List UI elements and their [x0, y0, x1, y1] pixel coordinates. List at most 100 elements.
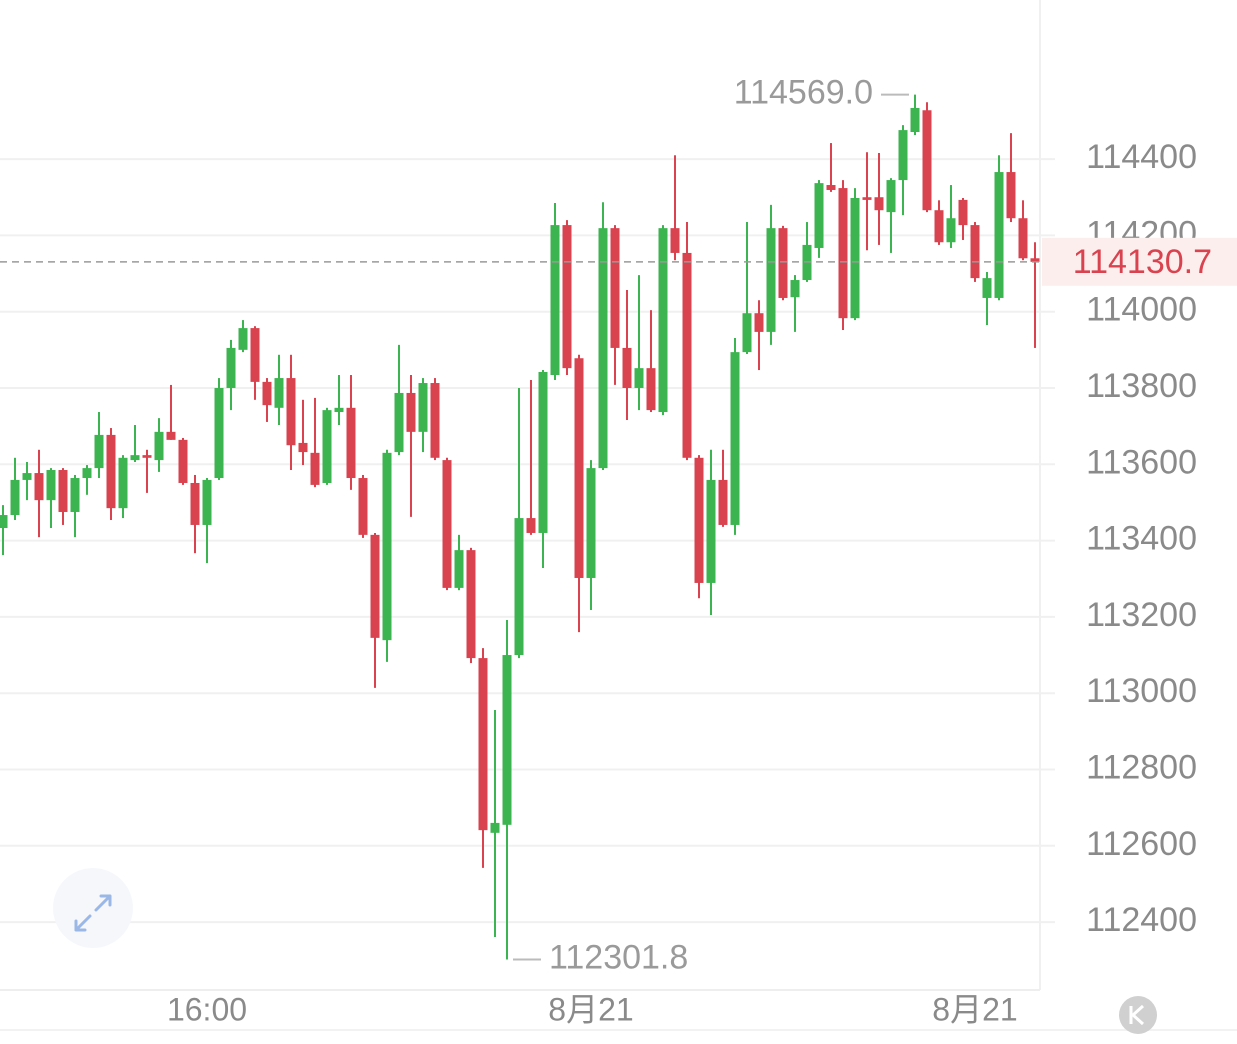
candle-body [298, 442, 308, 453]
candle-body [838, 188, 848, 319]
candle-body [94, 434, 104, 469]
candle-body [442, 460, 452, 588]
candle-body [658, 228, 668, 413]
candle-body [598, 228, 608, 469]
candle-body [730, 352, 740, 525]
candle-body [550, 225, 560, 376]
candle-body [190, 482, 200, 525]
candle-body [406, 392, 416, 432]
y-tick-label: 112400 [1086, 901, 1197, 939]
candle-body [754, 313, 764, 332]
candle-body [526, 518, 536, 533]
candle-body [862, 197, 872, 200]
candle-body [490, 822, 500, 833]
candle-body [946, 218, 956, 243]
candle-body [994, 172, 1004, 298]
expand-bg [53, 868, 133, 948]
candle-body [262, 381, 272, 406]
y-tick-label: 114000 [1086, 291, 1197, 329]
y-tick-label: 112800 [1086, 748, 1197, 786]
candle-body [250, 328, 260, 382]
candle-body [58, 470, 68, 512]
candle-body [310, 452, 320, 485]
candle-body [826, 185, 836, 190]
candle-body [238, 328, 248, 350]
x-tick-label: 8月21 [932, 991, 1017, 1027]
candle-body [0, 515, 8, 528]
k-button[interactable] [1119, 996, 1157, 1034]
candle-body [766, 228, 776, 332]
candle-body [742, 313, 752, 353]
annotation-label: 114569.0 [734, 74, 873, 112]
candle-body [466, 550, 476, 659]
candle-body [682, 252, 692, 458]
k-icon [1129, 1004, 1145, 1026]
candle-body [274, 378, 284, 408]
candle-body [922, 110, 932, 211]
candle-body [958, 199, 968, 226]
candle-body [130, 455, 140, 461]
candle-body [202, 479, 212, 525]
candle-body [874, 197, 884, 211]
candle-body [394, 392, 404, 453]
x-tick-label: 8月21 [548, 991, 633, 1027]
candle-body [586, 468, 596, 578]
expand-button[interactable] [53, 868, 133, 948]
candle-body [214, 387, 224, 479]
x-tick-label: 16:00 [167, 991, 247, 1027]
candle-body [814, 183, 824, 248]
candle-body [718, 479, 728, 525]
candle-body [670, 228, 680, 253]
candle-body [694, 457, 704, 583]
y-tick-label: 113000 [1086, 672, 1197, 710]
candle-body [382, 452, 392, 641]
y-tick-label: 113200 [1086, 596, 1197, 634]
expand-icon [74, 894, 112, 932]
candle-body [10, 479, 20, 516]
candle-body [142, 455, 152, 458]
candle-body [634, 368, 644, 388]
y-tick-label: 113600 [1086, 443, 1197, 481]
candle-body [346, 407, 356, 479]
candle-body [1018, 218, 1028, 259]
candle-body [502, 655, 512, 825]
candle-body [934, 210, 944, 243]
candle-body [322, 410, 332, 483]
candle-body [622, 347, 632, 388]
candle-body [790, 280, 800, 298]
candle-body [370, 534, 380, 638]
k-bg [1119, 996, 1157, 1034]
candle-body [886, 180, 896, 213]
candle-body [898, 130, 908, 181]
candle-body [706, 479, 716, 583]
candle-body [118, 457, 128, 509]
candle-body [646, 368, 656, 411]
candle-body [226, 347, 236, 388]
candle-body [514, 518, 524, 656]
candle-body [334, 407, 344, 413]
y-tick-label: 113800 [1086, 367, 1197, 405]
candle-body [1030, 258, 1040, 262]
candle-body [454, 550, 464, 588]
candle-body [418, 383, 428, 432]
candle-body [286, 378, 296, 446]
candle-body [178, 439, 188, 483]
candle-body [982, 278, 992, 298]
candle-body [46, 470, 56, 501]
candle-body [154, 431, 164, 461]
candle-body [850, 198, 860, 319]
y-tick-label: 113400 [1086, 520, 1197, 558]
annotation-label: 112301.8 [549, 939, 688, 977]
last-price-box [1042, 237, 1237, 286]
candle-body [538, 371, 548, 533]
candle-body [574, 358, 584, 578]
candle-body [106, 434, 116, 509]
last-price-label: 114130.7 [1073, 243, 1212, 281]
candle-body [22, 473, 32, 480]
candle-body [478, 658, 488, 831]
candle-body [166, 431, 176, 440]
candle-body [82, 468, 92, 479]
candle-body [70, 478, 80, 512]
